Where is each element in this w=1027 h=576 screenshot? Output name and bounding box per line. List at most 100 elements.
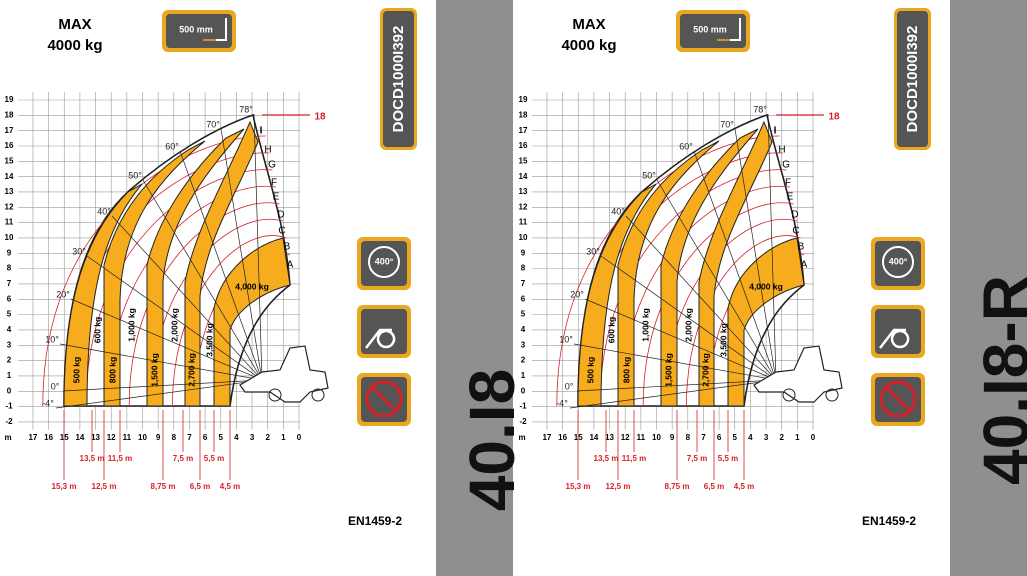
load-label: 4,000 kg [235,281,269,291]
rotation-label: 400° [375,256,394,266]
y-axis-label: 14 [519,172,528,181]
y-axis-label: 2 [521,356,526,365]
rotation-label: 400° [889,256,908,266]
x-axis-label: 11 [123,433,132,442]
distance-label: 6,5 m [704,482,724,491]
y-axis-label: 0 [521,386,526,395]
angle-label: 30° [586,246,600,256]
zone-label: C [278,226,285,237]
y-axis-label: 10 [519,233,528,242]
load-label: 2,700 kg [186,353,196,387]
angle-line [142,179,263,381]
distance-label: 7,5 m [173,454,193,463]
y-axis-label: 10 [5,233,14,242]
angle-label: 78° [239,104,253,114]
distance-label: 8,75 m [665,482,690,491]
angle-label: -4° [556,398,568,408]
angle-line [86,255,263,381]
angle-line [625,215,777,381]
zone-label: E [273,192,280,203]
y-axis-label: 12 [519,202,528,211]
load-band [103,140,206,407]
x-axis-label: 9 [670,433,675,442]
angle-label: 0° [565,381,574,391]
reach-label: 18 [314,112,326,123]
load-label: 3,500 kg [718,323,728,357]
doc-code-inner [383,11,414,147]
zone-label: C [792,226,799,237]
max-label: MAX [58,16,91,33]
zone-label: G [268,160,276,171]
load-band [660,128,759,407]
distance-label: 15,3 m [566,482,591,491]
max-label: MAX [572,16,605,33]
angle-label: 70° [206,119,220,129]
x-axis-label: 12 [621,433,630,442]
y-axis-label: 9 [521,248,526,257]
zone-label: H [264,145,271,156]
wheel [782,388,796,402]
zone-arc [599,169,787,407]
angle-line [734,128,777,381]
load-band [698,120,773,407]
load-label: 1,500 kg [663,353,673,387]
angle-line [253,113,263,381]
x-axis-label: 14 [589,433,598,442]
wheel [825,388,839,402]
y-axis-label: 19 [5,95,14,104]
x-axis-label: 1 [281,433,286,442]
angle-line [111,215,263,381]
zone-label: A [287,260,294,271]
load-label: 1,000 kg [640,308,650,342]
zone-arc [85,169,273,407]
stabiliser-icon [879,328,910,349]
y-axis-label: 13 [519,187,528,196]
angle-line [573,343,777,381]
angle-label: 0° [51,381,60,391]
load-label: 2,000 kg [683,308,693,342]
y-axis-label: 8 [7,264,12,273]
x-axis-label: 13 [605,433,614,442]
x-axis-label: 3 [764,433,769,442]
x-axis-label: m [518,433,525,442]
distance-label: 12,5 m [92,482,117,491]
distance-label: 13,5 m [594,454,619,463]
zone-label: F [785,178,791,189]
y-axis-label: -1 [5,402,13,411]
stabiliser-icon [365,328,396,349]
no-tip-icon [365,380,403,418]
angle-label: 10° [559,334,573,344]
load-label: 1,500 kg [149,353,159,387]
y-axis-label: 5 [521,310,526,319]
x-axis-label: 6 [717,433,722,442]
y-axis-label: 16 [5,141,14,150]
angle-line [220,128,263,381]
load-band [63,183,143,407]
x-axis-label: 2 [265,433,270,442]
x-axis-label: 14 [75,433,84,442]
y-axis-label: 15 [519,156,528,165]
x-axis-label: 17 [542,433,551,442]
angle-label: 30° [72,246,86,256]
y-axis-label: 5 [7,310,12,319]
load-band [617,140,720,407]
angle-line [693,150,777,381]
y-axis-label: 6 [7,294,12,303]
distance-label: 5,5 m [204,454,224,463]
load-band [213,237,291,407]
x-axis-label: 7 [701,433,706,442]
load-label: 500 kg [585,357,595,383]
angle-line [600,255,777,381]
fork-icon [730,18,741,41]
angle-label: 40° [611,206,625,216]
y-axis-label: 3 [7,340,12,349]
x-axis-label: 9 [156,433,161,442]
x-axis-label: 3 [250,433,255,442]
y-axis-label: 4 [521,325,526,334]
x-axis-label: 10 [652,433,661,442]
y-axis-label: 11 [519,218,528,227]
x-axis-label: 4 [748,433,753,442]
x-axis-label: 1 [795,433,800,442]
